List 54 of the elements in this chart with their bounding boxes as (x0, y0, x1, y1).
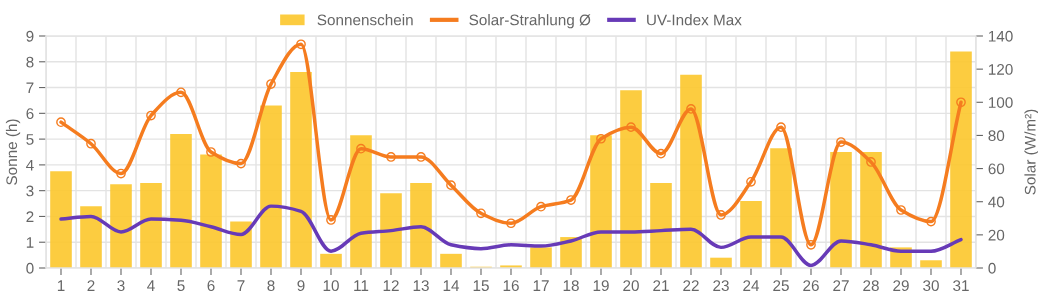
y2-tick-label: 40 (988, 196, 1005, 208)
x-tick-label: 2 (87, 280, 95, 291)
legend-label: Solar-Strahlung Ø (469, 14, 591, 29)
y-tick-label: 1 (26, 237, 34, 248)
x-tick-label: 5 (177, 280, 185, 292)
y2-tick-label: 140 (988, 30, 1013, 42)
y-axis-title: Sonne (h) (5, 119, 21, 185)
y-tick-label: 2 (26, 211, 34, 222)
y2-tick-label: 20 (988, 229, 1005, 241)
x-tick-label: 9 (297, 280, 305, 292)
x-tick-label: 18 (563, 280, 579, 292)
x-tick-label: 21 (653, 280, 669, 291)
x-tick-label: 12 (383, 280, 399, 291)
x-tick-label: 13 (413, 280, 429, 292)
x-tick-label: 17 (533, 280, 549, 291)
x-tick-label: 16 (503, 280, 519, 292)
x-tick-label: 29 (893, 280, 909, 292)
x-tick-label: 27 (833, 280, 849, 291)
x-tick-label: 11 (354, 280, 369, 291)
y-tick-label: 6 (26, 108, 34, 120)
x-tick-label: 20 (623, 280, 639, 292)
x-tick-label: 30 (923, 280, 939, 292)
y2-tick-label: 60 (988, 163, 1005, 175)
y-tick-label: 7 (26, 82, 34, 94)
x-tick-label: 22 (683, 280, 699, 291)
y2-tick-label: 100 (988, 97, 1013, 108)
x-tick-label: 15 (473, 280, 489, 292)
x-tick-label: 26 (803, 280, 819, 292)
x-tick-label: 24 (743, 280, 760, 291)
x-tick-label: 14 (443, 280, 460, 291)
y-tick-label: 5 (26, 134, 34, 145)
x-tick-label: 19 (593, 280, 609, 292)
x-tick-label: 1 (57, 280, 65, 291)
x-tick-label: 28 (863, 280, 879, 292)
x-tick-label: 31 (953, 280, 969, 292)
y-tick-label: 0 (26, 262, 34, 274)
x-tick-label: 25 (773, 280, 789, 292)
x-tick-label: 7 (237, 280, 245, 291)
y2-axis-title: Solar (W/m²) (1024, 109, 1038, 195)
y2-tick-label: 0 (988, 262, 996, 274)
y2-tick-label: 80 (988, 130, 1005, 142)
y-tick-label: 4 (26, 159, 34, 171)
legend-label: UV-Index Max (647, 14, 742, 26)
x-tick-label: 3 (117, 280, 125, 292)
y2-tick-label: 120 (988, 64, 1013, 75)
x-tick-label: 4 (147, 280, 155, 291)
x-tick-label: 8 (267, 280, 275, 292)
x-tick-label: 6 (207, 280, 215, 292)
y-tick-label: 8 (26, 56, 34, 68)
legend-label: Sonnenschein (317, 14, 413, 26)
x-tick-label: 23 (713, 280, 729, 292)
x-tick-label: 10 (323, 280, 339, 292)
y-tick-label: 3 (26, 185, 34, 197)
y-tick-label: 9 (26, 30, 34, 42)
